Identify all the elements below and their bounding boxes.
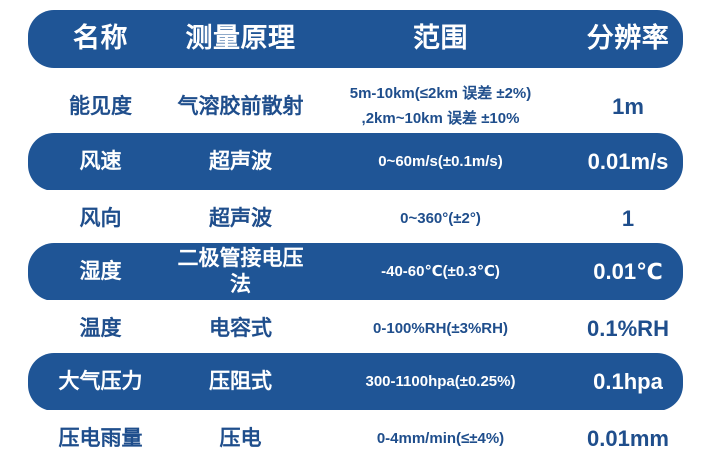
cell-principle: 压阻式 bbox=[209, 369, 272, 393]
cell-name: 能见度 bbox=[69, 94, 132, 118]
cell-resolution: 0.01mm bbox=[587, 426, 669, 452]
cell-resolution: 1 bbox=[621, 206, 635, 232]
cell-name: 温度 bbox=[79, 316, 122, 340]
cell-range: 0~360°(±2°) bbox=[400, 209, 481, 227]
cell-name: 风速 bbox=[79, 149, 122, 173]
column-header-principle: 测量原理 bbox=[185, 23, 296, 54]
cell-range: 0-4mm/min(≤±4%) bbox=[376, 429, 505, 447]
cell-principle: 超声波 bbox=[209, 149, 272, 173]
cell-name: 压电雨量 bbox=[58, 426, 143, 450]
cell-resolution: 1m bbox=[612, 94, 644, 120]
cell-principle: 二极管接电压法 bbox=[177, 246, 304, 296]
cell-range: -40-60℃(±0.3℃) bbox=[381, 262, 500, 280]
cell-range: 300-1100hpa(±0.25%) bbox=[365, 372, 516, 390]
column-header-resolution: 分辨率 bbox=[586, 23, 670, 54]
column-header-range: 范围 bbox=[413, 23, 468, 54]
cell-principle: 压电 bbox=[219, 426, 262, 450]
cell-name: 大气压力 bbox=[58, 369, 143, 393]
table-row: 湿度 二极管接电压法 -40-60℃(±0.3℃) 0.01℃ bbox=[28, 243, 683, 301]
column-header-name: 名称 bbox=[73, 23, 128, 54]
table-row: 压电雨量 压电 0-4mm/min(≤±4%) 0.01mm bbox=[28, 410, 683, 468]
table-header-row: 名称 测量原理 范围 分辨率 bbox=[28, 10, 683, 68]
cell-name: 风向 bbox=[79, 206, 122, 230]
cell-resolution: 0.1%RH bbox=[587, 316, 669, 342]
table-row: 风向 超声波 0~360°(±2°) 1 bbox=[28, 190, 683, 248]
cell-range: 5m-10km(≤2km 误差 ±2%) ,2km~10km 误差 ±10% bbox=[308, 85, 573, 129]
table-row: 温度 电容式 0-100%RH(±3%RH) 0.1%RH bbox=[28, 300, 683, 358]
cell-range: 0~60m/s(±0.1m/s) bbox=[378, 152, 503, 170]
cell-resolution: 0.01m/s bbox=[587, 149, 669, 175]
table-row: 能见度 气溶胶前散射 5m-10km(≤2km 误差 ±2%) ,2km~10k… bbox=[28, 78, 683, 136]
cell-range-line-2: ,2km~10km 误差 ±10% bbox=[361, 110, 520, 127]
cell-resolution: 0.1hpa bbox=[593, 369, 663, 395]
cell-principle: 电容式 bbox=[209, 316, 272, 340]
cell-principle: 超声波 bbox=[209, 206, 272, 230]
cell-name: 湿度 bbox=[79, 259, 122, 283]
table-row: 风速 超声波 0~60m/s(±0.1m/s) 0.01m/s bbox=[28, 133, 683, 191]
cell-range-line-1: 5m-10km(≤2km 误差 ±2%) bbox=[349, 85, 532, 103]
cell-range: 0-100%RH(±3%RH) bbox=[373, 319, 508, 337]
cell-principle: 气溶胶前散射 bbox=[177, 94, 304, 118]
cell-resolution: 0.01℃ bbox=[593, 259, 663, 285]
table-row: 大气压力 压阻式 300-1100hpa(±0.25%) 0.1hpa bbox=[28, 353, 683, 411]
